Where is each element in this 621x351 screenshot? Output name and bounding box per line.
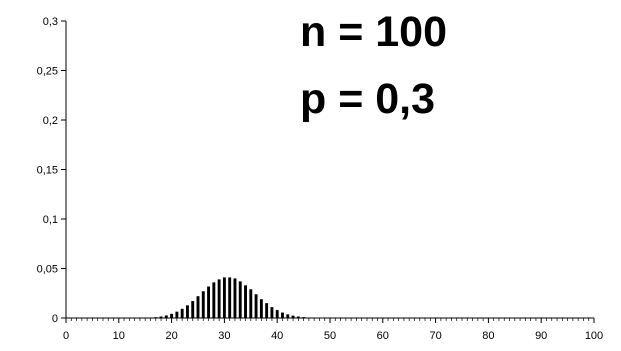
bar-k-19: [164, 315, 168, 318]
bar-k-44: [296, 316, 300, 318]
x-tick-label-0: 0: [63, 330, 69, 342]
bar-k-23: [185, 305, 189, 318]
y-tick-label-1: 0,05: [37, 264, 58, 276]
bar-k-22: [180, 308, 184, 318]
y-tick-label-5: 0,25: [37, 66, 58, 78]
bar-k-21: [175, 311, 179, 318]
bar-k-39: [270, 307, 274, 318]
annotation-n: n = 100: [300, 8, 447, 56]
y-tick-label-3: 0,15: [37, 165, 58, 177]
bar-k-37: [259, 299, 263, 318]
bar-k-31: [228, 277, 232, 318]
bar-k-40: [275, 310, 279, 318]
bar-k-42: [286, 314, 290, 318]
y-tick-label-2: 0,1: [43, 214, 58, 226]
bar-k-29: [217, 279, 221, 318]
bar-k-28: [212, 282, 216, 318]
x-tick-label-60: 60: [377, 330, 389, 342]
x-tick-label-30: 30: [218, 330, 230, 342]
x-tick-label-10: 10: [113, 330, 125, 342]
x-tick-label-70: 70: [429, 330, 441, 342]
bar-k-20: [170, 313, 174, 318]
bar-k-26: [201, 291, 205, 318]
y-tick-label-0: 0: [52, 313, 58, 325]
bars-group: [138, 277, 327, 318]
bar-k-30: [222, 277, 226, 318]
bar-k-32: [233, 278, 237, 318]
bar-k-36: [254, 294, 258, 318]
x-tick-label-50: 50: [324, 330, 336, 342]
x-tick-label-100: 100: [585, 330, 603, 342]
bar-k-25: [196, 296, 200, 318]
bar-k-24: [191, 301, 195, 318]
bar-k-34: [244, 285, 247, 318]
bar-k-27: [207, 286, 211, 318]
y-tick-label-6: 0,3: [43, 16, 58, 28]
axes-group: 0 10 20 30 40 50 60 70 80 90 100 0 0,05 0,1 0,15 0,2 0,2…: [37, 16, 604, 342]
y-tick-label-4: 0,2: [43, 115, 58, 127]
chart-annotations: n = 100 p = 0,3: [300, 8, 447, 123]
x-tick-label-80: 80: [482, 330, 494, 342]
x-tick-label-90: 90: [535, 330, 547, 342]
x-tick-label-40: 40: [271, 330, 283, 342]
bar-k-18: [159, 316, 163, 318]
bar-k-33: [238, 281, 242, 318]
bar-k-38: [265, 303, 269, 318]
bar-k-35: [249, 289, 253, 318]
bar-k-43: [291, 315, 295, 318]
x-tick-label-20: 20: [165, 330, 177, 342]
annotation-p: p = 0,3: [300, 75, 435, 123]
bar-k-41: [281, 312, 284, 318]
